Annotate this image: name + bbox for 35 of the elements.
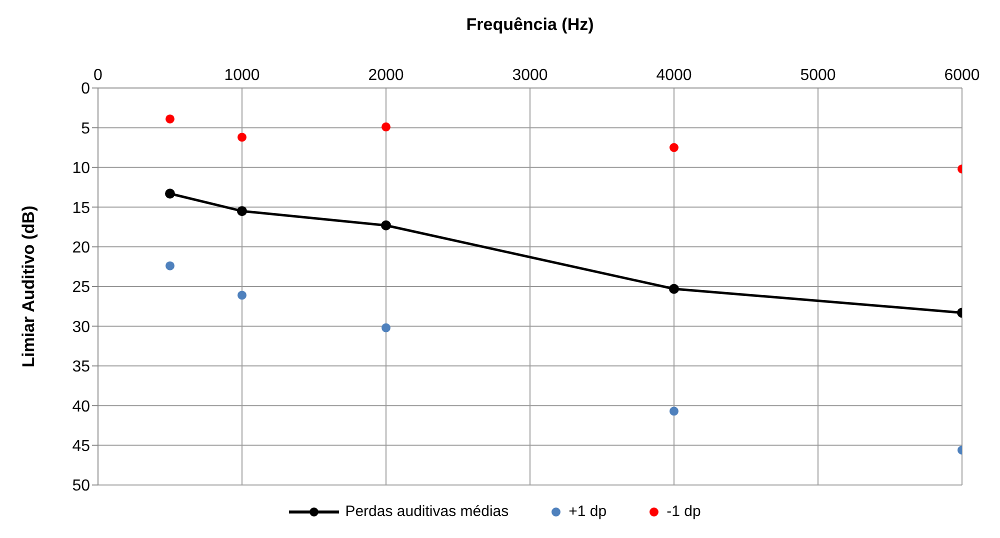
- x-tick-label: 6000: [944, 67, 980, 84]
- y-axis-title: Limiar Auditivo (dB): [19, 206, 38, 368]
- y-tick-label: 15: [72, 200, 90, 217]
- y-tick-label: 40: [72, 398, 90, 416]
- point: [165, 188, 175, 199]
- point: [670, 406, 678, 416]
- point: [382, 323, 390, 332]
- y-tick-label: 10: [72, 160, 90, 178]
- legend-label: -1 dp: [666, 503, 701, 520]
- point: [166, 114, 174, 124]
- y-tick-label: 5: [81, 120, 90, 138]
- x-tick-label: 0: [94, 67, 103, 84]
- y-tick-label: 0: [81, 80, 90, 98]
- point: [166, 261, 174, 270]
- point: [238, 132, 246, 142]
- y-tick-label: 30: [72, 318, 90, 336]
- y-tick-label: 20: [72, 239, 90, 256]
- x-tick-label: 2000: [368, 67, 404, 84]
- x-tick-label: 4000: [656, 67, 692, 84]
- point: [669, 284, 679, 294]
- point: [382, 122, 390, 132]
- y-tick-label: 25: [72, 279, 90, 296]
- legend-label: Perdas auditivas médias: [345, 503, 509, 520]
- point: [237, 206, 247, 216]
- x-tick-label: 5000: [800, 67, 836, 84]
- point: [238, 290, 246, 300]
- point: [381, 220, 391, 230]
- x-tick-label: 1000: [224, 67, 260, 84]
- y-tick-label: 45: [72, 438, 90, 455]
- y-tick-label: 50: [72, 478, 90, 495]
- x-tick-label: 3000: [512, 67, 548, 84]
- y-tick-label: 35: [72, 358, 90, 376]
- x-axis-title: Frequência (Hz): [466, 15, 594, 34]
- legend-label: +1 dp: [568, 503, 607, 520]
- point: [670, 143, 678, 152]
